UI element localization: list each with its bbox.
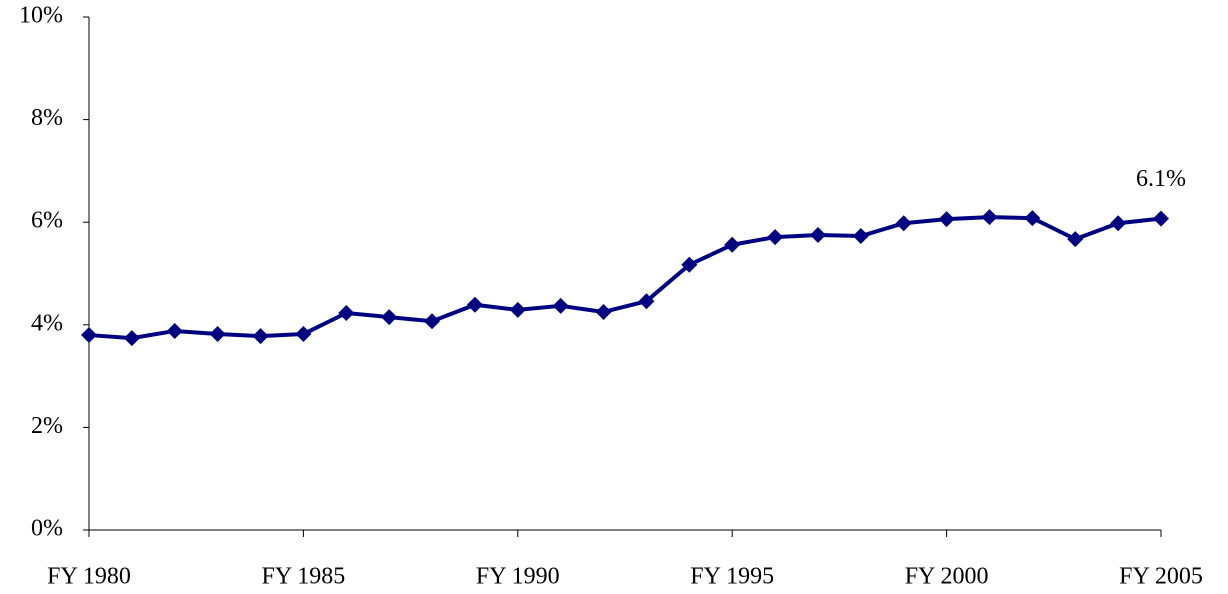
marker <box>809 227 826 244</box>
x-tick-label: FY 2000 <box>905 564 989 590</box>
x-tick-label: FY 2005 <box>1119 564 1203 590</box>
marker <box>1067 231 1084 248</box>
marker <box>552 297 569 314</box>
y-tick-label: 8% <box>31 105 63 131</box>
x-tick-label: FY 1995 <box>690 564 774 590</box>
marker <box>424 313 441 330</box>
x-tick-label: FY 1990 <box>476 564 560 590</box>
marker <box>338 305 355 322</box>
y-tick-label: 4% <box>31 310 63 336</box>
line <box>88 215 1162 341</box>
marker <box>595 303 612 320</box>
marker <box>295 326 312 343</box>
marker <box>724 236 741 253</box>
marker <box>1110 215 1127 232</box>
marker <box>767 229 784 246</box>
marker <box>81 327 97 344</box>
marker <box>166 322 183 339</box>
marker <box>1024 210 1041 227</box>
marker <box>252 328 269 345</box>
y-tick-label: 10% <box>19 3 63 29</box>
marker <box>852 228 869 245</box>
marker <box>1153 210 1169 227</box>
marker <box>209 326 226 343</box>
marker <box>981 209 998 226</box>
y-tick-label: 2% <box>31 413 63 439</box>
marker <box>509 301 526 318</box>
marker <box>381 309 398 326</box>
y-tick-label: 6% <box>31 208 63 234</box>
x-tick-label: FY 1985 <box>262 564 346 590</box>
x-tick-label: FY 1980 <box>47 564 131 590</box>
marker <box>938 211 955 228</box>
marker <box>123 330 140 347</box>
data-label: 6.1% <box>1136 166 1186 192</box>
marker <box>466 296 483 313</box>
marker <box>895 215 912 232</box>
marker <box>681 256 698 273</box>
y-tick-label: 0% <box>31 516 63 542</box>
marker <box>638 293 655 310</box>
